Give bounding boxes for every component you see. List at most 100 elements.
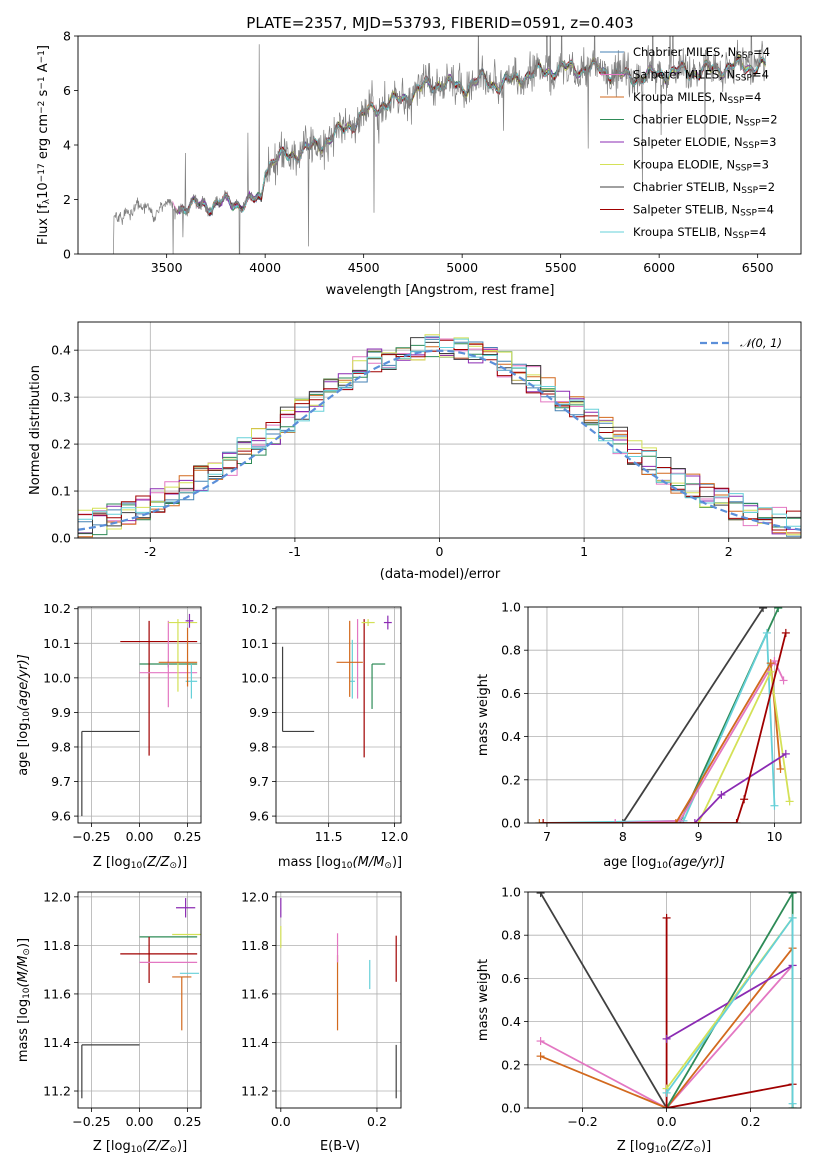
- spectrum-xlabel: wavelength [Angstrom, rest frame]: [326, 283, 555, 298]
- weight-age-xlabel: age [log10(age/yr)]: [603, 855, 725, 871]
- legend-label-part: Kroupa MILES, N: [633, 90, 728, 104]
- legend-label: Salpeter STELIB, NSSP=4: [633, 203, 774, 219]
- age-mass-xlabel-part: (M/M: [353, 855, 385, 870]
- y-tick-label: 0.4: [51, 343, 71, 358]
- x-tick-label: 9: [695, 829, 703, 844]
- weight-line: [615, 659, 785, 823]
- residual-ylabel: Normed distribution: [28, 365, 43, 495]
- x-tick-label: 2: [725, 544, 733, 559]
- y-tick-label: 9.6: [51, 809, 71, 824]
- weight-line: [539, 892, 668, 1108]
- age-z-ylabel-part: age [log: [16, 723, 31, 776]
- weight-z-xlabel: Z [log10(Z/Z⊙)]: [617, 1139, 711, 1155]
- spectrum-ylabel-part: λ: [42, 198, 52, 204]
- x-tick-label: 0.25: [174, 1114, 202, 1129]
- mass-z-ylabel-part: (M/M: [16, 956, 31, 988]
- spectrum-ylabel-part: −17: [37, 163, 47, 182]
- weight-line: [539, 660, 782, 823]
- spectrum-ylabel: Flux [fλ10−17 erg cm−2 s−1 A−1]: [36, 45, 52, 245]
- x-tick-label: 0.2: [367, 1114, 387, 1129]
- legend-label-part: Salpeter STELIB, N: [633, 203, 740, 217]
- x-tick-label: 5500: [545, 260, 577, 275]
- y-tick-label: 10.2: [43, 601, 71, 616]
- x-tick-label: −0.25: [72, 829, 110, 844]
- spectrum-ylabel-part: ]: [36, 45, 51, 50]
- y-tick-label: 1.0: [501, 885, 521, 900]
- y-tick-label: 4: [63, 138, 71, 153]
- legend-label-part: Salpeter ELODIE, N: [633, 135, 743, 149]
- residuals-plot-area: [78, 334, 801, 538]
- legend-label-part: =4: [744, 90, 761, 104]
- age-vs-z-plot-area: [81, 613, 198, 817]
- y-tick-label: 12.0: [241, 889, 269, 904]
- y-tick-label: 0.4: [501, 729, 521, 744]
- axes-frame: [527, 606, 802, 824]
- legend-label: Kroupa ELODIE, NSSP=3: [633, 158, 769, 174]
- weight-line: [539, 632, 776, 823]
- y-tick-label: 0.2: [501, 1057, 521, 1072]
- mass-z-ylabel: mass [log10(M/M⊙)]: [16, 938, 32, 1062]
- mass-z-xlabel-part: ⊙: [169, 1145, 177, 1155]
- y-tick-label: 12.0: [43, 889, 71, 904]
- legend-label-part: Chabrier STELIB, N: [633, 180, 741, 194]
- axes-frame: [275, 606, 402, 824]
- y-tick-label: 9.9: [249, 705, 269, 720]
- axes-frame: [77, 606, 202, 824]
- age-z-xlabel-part: (Z/Z: [142, 855, 170, 870]
- y-tick-label: 10.0: [241, 670, 269, 685]
- legend-label-part: SSP: [735, 164, 752, 174]
- x-tick-label: 4500: [348, 260, 380, 275]
- mass-z-ylabel-part: 10: [22, 987, 32, 999]
- legend-label: Salpeter ELODIE, NSSP=3: [633, 135, 776, 151]
- x-tick-label: 12.0: [380, 829, 408, 844]
- y-tick-label: 6: [63, 83, 71, 98]
- legend-label-part: SSP: [740, 209, 757, 219]
- age-vs-z-axes: −0.25 0.00 0.25 9.6 9.7 9.8 9.9 10.0 10.1 10.2: [43, 601, 201, 844]
- y-tick-label: 9.9: [51, 705, 71, 720]
- mass-vs-ebv-plot-area: [280, 898, 397, 1099]
- legend-label-part: SSP: [741, 186, 758, 196]
- y-tick-label: 11.4: [43, 1035, 71, 1050]
- legend-label-part: =4: [753, 45, 770, 59]
- legend-label-part: Chabrier MILES, N: [633, 45, 736, 59]
- weight-age-xlabel-part: 10: [656, 861, 668, 871]
- legend-label-part: Kroupa STELIB, N: [633, 225, 733, 239]
- spectrum-ylabel-part: s: [36, 89, 51, 100]
- y-tick-label: 9.6: [249, 809, 269, 824]
- spectrum-ylabel-part: −2: [37, 101, 47, 114]
- mass-z-xlabel-part: Z [log: [93, 1139, 131, 1154]
- y-tick-label: 2: [63, 192, 71, 207]
- mass-vs-z-plot-area: [81, 898, 201, 1099]
- weight-z-xlabel-part: 10: [655, 1145, 667, 1155]
- spectrum-ylabel-part: erg cm: [36, 114, 51, 163]
- x-tick-label: -1: [289, 544, 301, 559]
- residual-histogram: [78, 336, 801, 527]
- age-mass-xlabel: mass [log10(M/M⊙)]: [278, 855, 402, 871]
- weight-vs-z-axes: −0.2 0.0 0.2 0.0 0.2 0.4 0.6 0.8 1.0: [501, 885, 802, 1129]
- y-tick-label: 0.6: [501, 971, 521, 986]
- age-z-xlabel-part: Z [log: [93, 855, 131, 870]
- weight-z-xlabel-part: )]: [701, 1139, 711, 1154]
- mass-vs-z-axes: −0.25 0.00 0.25 11.2 11.4 11.6 11.8 12.0: [43, 889, 201, 1129]
- legend-label-part: Kroupa ELODIE, N: [633, 158, 735, 172]
- y-tick-label: 11.2: [43, 1084, 71, 1099]
- x-tick-label: 0.25: [174, 829, 202, 844]
- legend-label-part: =3: [760, 135, 777, 149]
- spectrum-axes: 3500 4000 4500 5000 5500 6000 6500 0 2 4 6 8 Chabrie…: [63, 29, 802, 275]
- age-z-xlabel-part: 10: [131, 861, 143, 871]
- legend-label: Kroupa MILES, NSSP=4: [633, 90, 761, 106]
- mass-z-ylabel-part: mass [log: [16, 999, 31, 1062]
- age-vs-mass-axes: 11.5 12.0 9.6 9.7 9.8 9.9 10.0 10.1 10.2: [241, 601, 408, 844]
- x-tick-label: 5000: [446, 260, 478, 275]
- y-tick-label: 0.8: [501, 643, 521, 658]
- y-tick-label: 11.6: [241, 986, 269, 1001]
- y-tick-label: 0.6: [501, 686, 521, 701]
- mass-z-ylabel-part: )]: [16, 938, 31, 948]
- legend-label: 𝒩(0, 1): [740, 336, 782, 350]
- weight-line: [665, 892, 794, 1108]
- y-tick-label: 0.2: [51, 437, 71, 452]
- weight-vs-z-plot-area: [536, 892, 797, 1108]
- weight-line: [622, 607, 764, 823]
- y-tick-label: 0.0: [501, 816, 521, 831]
